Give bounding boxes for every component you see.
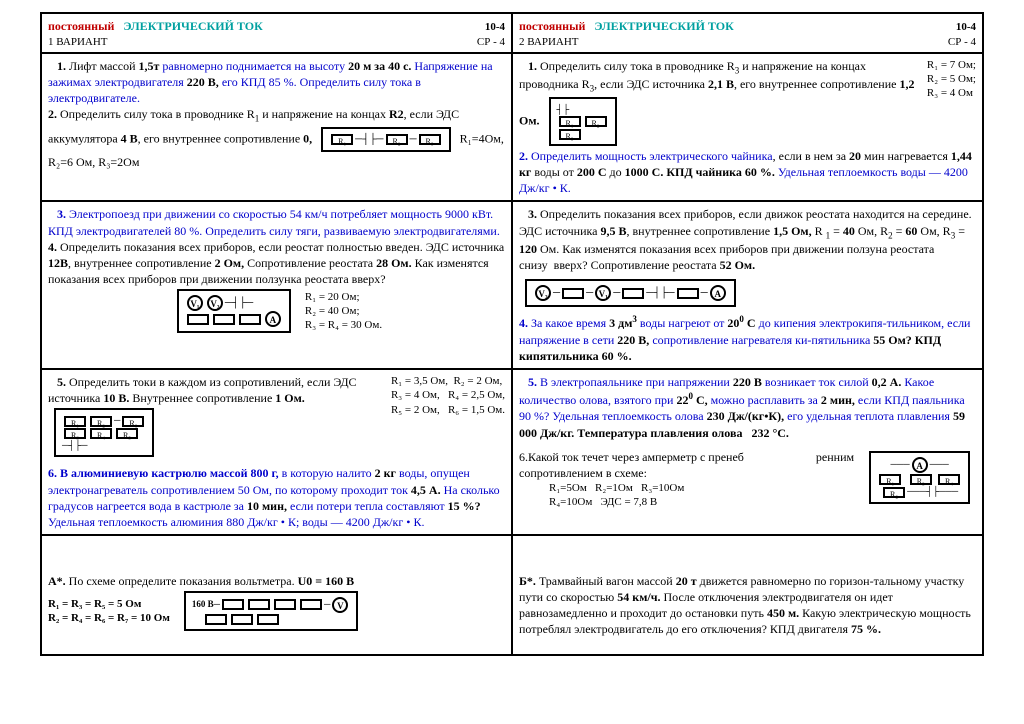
v1-block-bonus: А*. По схеме определите показания вольтм…: [41, 535, 512, 655]
header-left: постоянный ЭЛЕКТРИЧЕСКИЙ ТОК 10-4 1 ВАРИ…: [41, 13, 512, 53]
v1-pA-vals: R₁ = R₃ = R₅ = 5 Ом R₂ = R₄ = R₆ = R₇ = …: [48, 597, 170, 626]
code-1: 10-4: [485, 20, 505, 35]
v1-pA: А*. По схеме определите показания вольтм…: [48, 573, 505, 589]
title-2: постоянный ЭЛЕКТРИЧЕСКИЙ ТОК: [519, 18, 734, 34]
v1-p5: 5. Определить токи в каждом из сопротивл…: [48, 374, 383, 459]
circuit-v1-p2-icon: R₁─┤├─R₂─R₃: [321, 127, 450, 153]
v1-p6: 6. В алюминиевую кастрюлю массой 800 г, …: [48, 465, 505, 530]
variant-1: 1 ВАРИАНТ: [48, 35, 108, 50]
v2-block-2: 3. Определить показания всех приборов, е…: [512, 201, 983, 369]
v2-p1: 1. Определить силу тока в проводнике R3 …: [519, 58, 919, 148]
v1-p2: 2. Определить силу тока в проводнике R1 …: [48, 106, 505, 170]
v1-p4-vals: R₁ = 20 Ом; R₂ = 40 Ом; R₃ = R₄ = 30 Ом.: [305, 290, 382, 333]
circuit-v1-p4-icon: V₁V₂─┤├─ A: [177, 289, 291, 333]
circuit-v2-p6-icon: ───A─── R₁ R₃ R₄ R₂───┤├───: [869, 451, 970, 504]
v1-block-1: 1. Лифт массой 1,5т равномерно поднимает…: [41, 53, 512, 202]
title-1: постоянный ЭЛЕКТРИЧЕСКИЙ ТОК: [48, 18, 263, 34]
code-2: 10-4: [956, 20, 976, 35]
v2-p4: 4. За какое время 3 дм3 воды нагреют от …: [519, 313, 976, 364]
v2-block-3: 5. В электропаяльнике при напряжении 220…: [512, 369, 983, 535]
circuit-v1-p5-icon: R₁R₂─R₆ R₃R₄R₅─┤├─: [54, 408, 154, 457]
circuit-v2-p3-icon: V₂──V₁──┤├──A: [525, 279, 736, 307]
header-right: постоянный ЭЛЕКТРИЧЕСКИЙ ТОК 10-4 2 ВАРИ…: [512, 13, 983, 53]
v2-p6: ───A─── R₁ R₃ R₄ R₂───┤├─── 6.Какой ток …: [519, 449, 976, 510]
circuit-v1-pA-icon: 160 В──V: [184, 591, 359, 631]
v2-p1-vals: R₁ = 7 Ом; R₂ = 5 Ом; R₃ = 4 Ом: [927, 58, 976, 101]
circuit-v2-p1-icon: ┤├R₁R₂R₃: [549, 97, 617, 146]
v1-block-3: 5. Определить токи в каждом из сопротивл…: [41, 369, 512, 535]
variant-2: 2 ВАРИАНТ: [519, 35, 579, 50]
cp-2: СР - 4: [948, 35, 976, 50]
v2-p2: 2. Определить мощность электрического ча…: [519, 148, 976, 197]
v2-p5: 5. В электропаяльнике при напряжении 220…: [519, 374, 976, 441]
cp-1: СР - 4: [477, 35, 505, 50]
v2-block-bonus: Б*. Трамвайный вагон массой 20 т движетс…: [512, 535, 983, 655]
worksheet-grid: постоянный ЭЛЕКТРИЧЕСКИЙ ТОК 10-4 1 ВАРИ…: [40, 12, 984, 656]
v1-p4: 4. Определить показания всех приборов, е…: [48, 239, 505, 288]
v1-p3: 3. Электропоезд при движении со скорость…: [48, 206, 505, 238]
v1-p1: 1. Лифт массой 1,5т равномерно поднимает…: [48, 58, 505, 107]
v1-block-2: 3. Электропоезд при движении со скорость…: [41, 201, 512, 369]
v2-pB: Б*. Трамвайный вагон массой 20 т движетс…: [519, 573, 976, 638]
v2-block-1: 1. Определить силу тока в проводнике R3 …: [512, 53, 983, 202]
v2-p3: 3. Определить показания всех приборов, е…: [519, 206, 976, 273]
v1-p5-vals: R₁ = 3,5 Ом, R₂ = 2 Ом, R₃ = 4 Ом, R₄ = …: [391, 374, 505, 417]
